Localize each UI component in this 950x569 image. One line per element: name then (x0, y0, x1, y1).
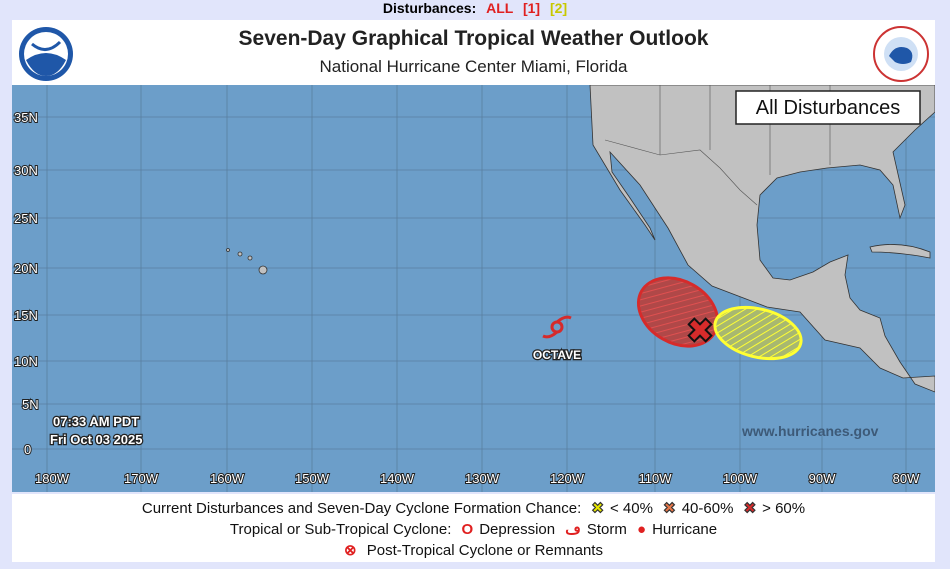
legend-formation-label: Current Disturbances and Seven-Day Cyclo… (141, 500, 582, 517)
storm-name: OCTAVE (533, 348, 581, 362)
lat-label: 20N (14, 261, 38, 276)
lon-label: 180W (35, 471, 70, 486)
website-watermark: www.hurricanes.gov (741, 423, 879, 439)
panel-label-box (735, 90, 921, 125)
lon-label: 120W (550, 471, 585, 486)
disturbances-label: Disturbances: (382, 0, 477, 16)
lon-label: 80W (893, 471, 920, 486)
legend-low: < 40% (610, 500, 653, 517)
lat-label: 35N (14, 110, 38, 125)
legend-post-tropical: Post-Tropical Cyclone or Remnants (366, 542, 603, 559)
link-all[interactable]: ALL (486, 0, 514, 16)
link-disturbance-1[interactable]: [1] (522, 0, 541, 16)
legend: Current Disturbances and Seven-Day Cyclo… (12, 494, 935, 562)
timestamp-date: Fri Oct 03 2025 (50, 432, 143, 447)
page-subtitle: National Hurricane Center Miami, Florida (319, 57, 628, 76)
lon-label: 150W (295, 471, 330, 486)
lat-label: 15N (14, 308, 38, 323)
lat-label: 25N (14, 211, 38, 226)
outlook-map: OCTAVE 35N 30N 25N 20N 15N 10N 5N 0 180W 170W 160… (12, 85, 935, 492)
lon-label: 130W (465, 471, 500, 486)
panel-label: All Disturbances (756, 97, 901, 119)
high-chance-x-icon: ✖ (743, 500, 757, 518)
disturbance-selector: Disturbances: ALL [1] [2] (0, 0, 950, 18)
link-disturbance-2[interactable]: [2] (550, 0, 568, 16)
page-title: Seven-Day Graphical Tropical Weather Out… (238, 27, 709, 50)
noaa-logo (19, 27, 73, 81)
legend-cyclone-label: Tropical or Sub-Tropical Cyclone: (229, 521, 452, 538)
timestamp: 07:33 AM PDT Fri Oct 03 2025 (49, 413, 144, 449)
disturbance-2-area[interactable] (710, 299, 807, 367)
nws-logo (873, 26, 929, 82)
lon-label: 140W (380, 471, 415, 486)
legend-medium: 40-60% (681, 500, 734, 517)
legend-hurricane: Hurricane (652, 521, 718, 538)
timestamp-time: 07:33 AM PDT (53, 414, 139, 429)
lat-label: 5N (22, 397, 39, 412)
lat-label: 10N (14, 354, 38, 369)
lon-labels: 180W 170W 160W 150W 140W 130W 120W 110W 100W 90W 8… (34, 470, 921, 487)
legend-depression: Depression (479, 521, 556, 538)
lon-label: 90W (809, 471, 836, 486)
post-tropical-icon: ⊗ (344, 542, 357, 559)
hurricane-icon: ● (637, 521, 647, 538)
depression-icon: O (461, 521, 474, 538)
legend-storm: Storm (586, 521, 627, 538)
lat-labels: 35N 30N 25N 20N 15N 10N 5N 0 (13, 109, 40, 458)
lat-label: 30N (14, 163, 38, 178)
lon-label: 100W (723, 471, 758, 486)
storm-icon[interactable] (542, 315, 572, 339)
disturbance-1-x-icon[interactable] (683, 313, 717, 347)
lat-label: 0 (24, 442, 31, 457)
storm-legend-icon: ڡ (565, 521, 581, 538)
legend-high: > 60% (762, 500, 806, 517)
medium-chance-x-icon: ✖ (663, 500, 676, 518)
lon-label: 160W (210, 471, 245, 486)
lon-label: 110W (639, 471, 673, 486)
low-chance-x-icon: ✖ (591, 500, 604, 518)
header: Seven-Day Graphical Tropical Weather Out… (12, 20, 935, 85)
land (226, 85, 935, 393)
lon-label: 170W (124, 471, 159, 486)
